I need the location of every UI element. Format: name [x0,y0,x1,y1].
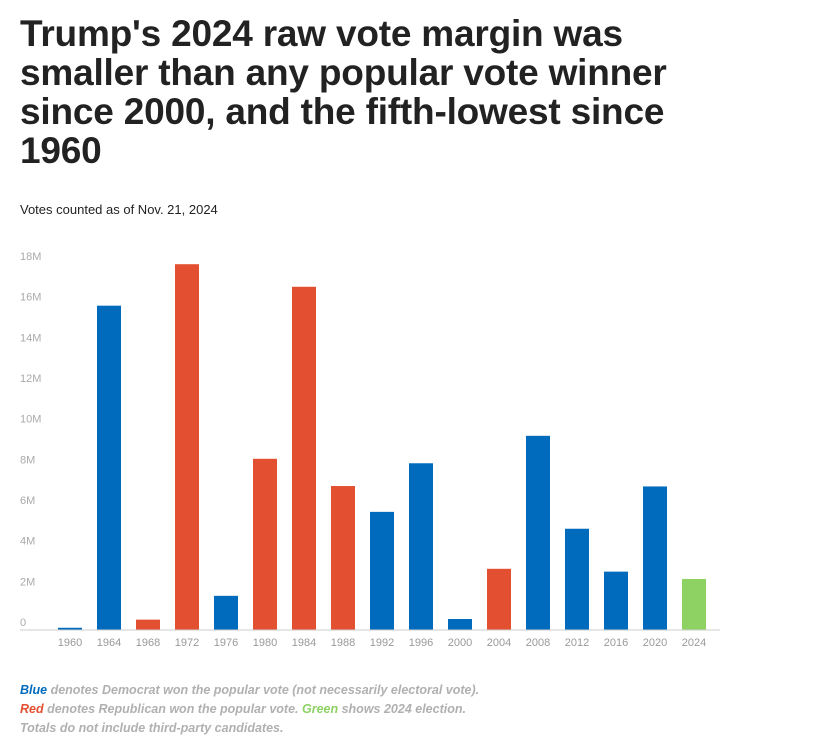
footnote-text: shows 2024 election. [338,702,466,716]
bar-2012 [565,528,589,630]
x-tick-label: 2024 [682,637,706,649]
bar-1972 [175,264,199,630]
bar-1984 [292,286,316,630]
y-tick-label: 18M [20,251,41,263]
bar-1988 [331,486,355,630]
y-tick-label: 6M [20,495,35,507]
bar-1996 [409,463,433,630]
footnote-line-3: Totals do not include third-party candid… [20,721,284,735]
bar-1980 [253,458,277,630]
key-blue: Blue [20,683,48,697]
x-axis: 1960 1964 1968 1972 1976 1980 1984 1988 1992 1996… [58,637,706,649]
bar-1992 [370,511,394,630]
bar-2020 [643,486,667,630]
x-tick-label: 1968 [136,637,160,649]
y-tick-label: 4M [20,536,35,548]
x-tick-label: 2008 [526,637,550,649]
bar-chart: 0 2M 4M 6M 8M 10M 12M 14M 16M 18M 1960 1964 1968 197… [20,251,720,649]
footnote-line-1: Blue denotes Democrat won the popular vo… [20,681,479,700]
x-tick-label: 1972 [175,637,199,649]
x-tick-label: 1992 [370,637,394,649]
bar-1964 [97,305,121,630]
x-tick-label: 1964 [97,637,121,649]
y-tick-label: 2M [20,576,35,588]
bar-1976 [214,595,238,630]
y-tick-label: 12M [20,373,41,385]
footnote-text: denotes Republican won the popular vote. [43,702,302,716]
bar-2016 [604,571,628,630]
bar-2004 [487,568,511,630]
x-tick-label: 1960 [58,637,82,649]
x-tick-label: 2012 [565,637,589,649]
chart-title: Trump's 2024 raw vote margin was smaller… [20,13,667,171]
y-tick-label: 16M [20,292,41,304]
x-tick-label: 2020 [643,637,667,649]
bars [58,264,706,630]
y-axis: 0 2M 4M 6M 8M 10M 12M 14M 16M 18M [20,251,41,629]
x-tick-label: 1984 [292,637,316,649]
x-tick-label: 2000 [448,637,472,649]
x-tick-label: 1980 [253,637,277,649]
bar-1960 [58,627,82,630]
bar-2024 [682,578,706,630]
y-tick-label: 10M [20,414,41,426]
footnote-line-2: Red denotes Republican won the popular v… [20,700,479,719]
y-tick-label: 0 [20,617,26,629]
footnotes: Blue denotes Democrat won the popular vo… [20,681,479,738]
footnote-text: denotes Democrat won the popular vote (n… [47,683,480,697]
bar-2000 [448,619,472,630]
x-tick-label: 1976 [214,637,238,649]
bar-1968 [136,619,160,630]
key-red: Red [20,702,44,716]
chart-subtitle: Votes counted as of Nov. 21, 2024 [20,202,218,217]
y-tick-label: 8M [20,454,35,466]
x-tick-label: 1988 [331,637,355,649]
x-tick-label: 2016 [604,637,628,649]
key-green: Green [301,702,339,716]
y-tick-label: 14M [20,332,41,344]
x-tick-label: 1996 [409,637,433,649]
bar-2008 [526,435,550,630]
x-tick-label: 2004 [487,637,511,649]
